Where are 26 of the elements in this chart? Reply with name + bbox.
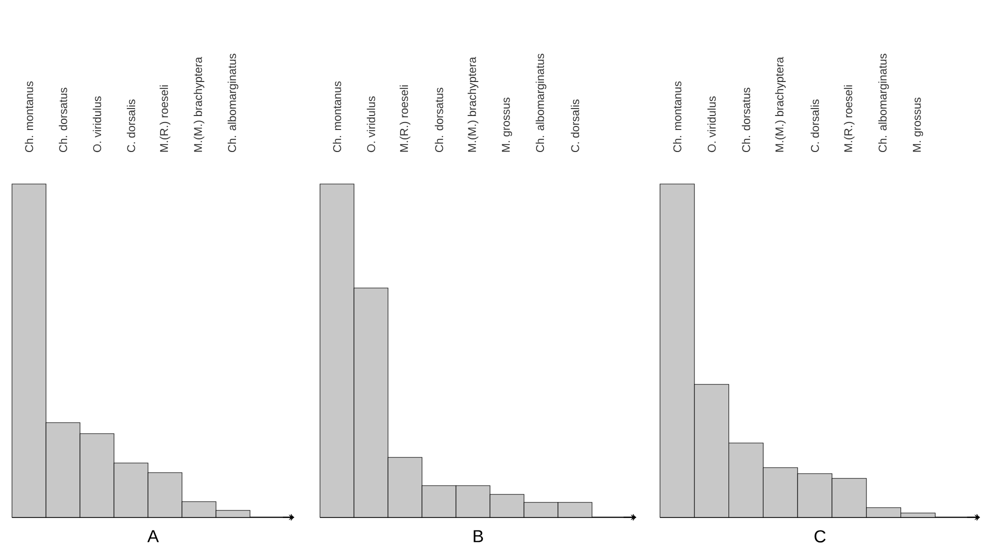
- x-axis-title: C: [814, 530, 826, 542]
- x-tick-label: Ch. dorsatus: [58, 88, 68, 152]
- x-tick-label: O. viridulus: [707, 96, 716, 152]
- x-tick-label: M.(R.) roeseli: [160, 85, 170, 152]
- x-tick-label: C. dorsalis: [570, 100, 580, 152]
- x-tick-label: Ch. albomarginatus: [228, 54, 238, 152]
- x-tick-label: M. grossus: [912, 98, 924, 152]
- x-tick-label: Ch. dorsatus: [742, 88, 750, 152]
- x-tick-label: O. viridulus: [92, 96, 102, 152]
- x-tick-label: Ch. albomarginatus: [536, 54, 546, 152]
- x-tick-label: M.(M.) brachyptera: [775, 56, 786, 152]
- x-tick-label: M. grossus: [502, 98, 512, 152]
- x-tick-label: M.(M.) brachyptera: [468, 56, 478, 152]
- x-tick-label: M.(R.) roeseli: [400, 85, 410, 152]
- x-tick-label: Ch. albomarginatus: [878, 54, 889, 152]
- x-tick-label: M.(M.) brachyptera: [194, 56, 204, 152]
- x-tick-label: Ch. montanus: [24, 81, 34, 152]
- x-tick-label: Ch. montanus: [673, 81, 682, 152]
- x-tick-label: M.(R.) roeseli: [844, 85, 854, 152]
- x-tick-label: Ch. dorsatus: [434, 88, 444, 152]
- x-tick-label: Ch. montanus: [332, 81, 342, 152]
- x-axis-title: A: [147, 530, 159, 542]
- x-tick-label: C. dorsalis: [126, 100, 136, 152]
- x-tick-label: C. dorsalis: [810, 100, 819, 152]
- x-tick-label: O. viridulus: [366, 96, 376, 152]
- x-axis-title: B: [474, 530, 483, 542]
